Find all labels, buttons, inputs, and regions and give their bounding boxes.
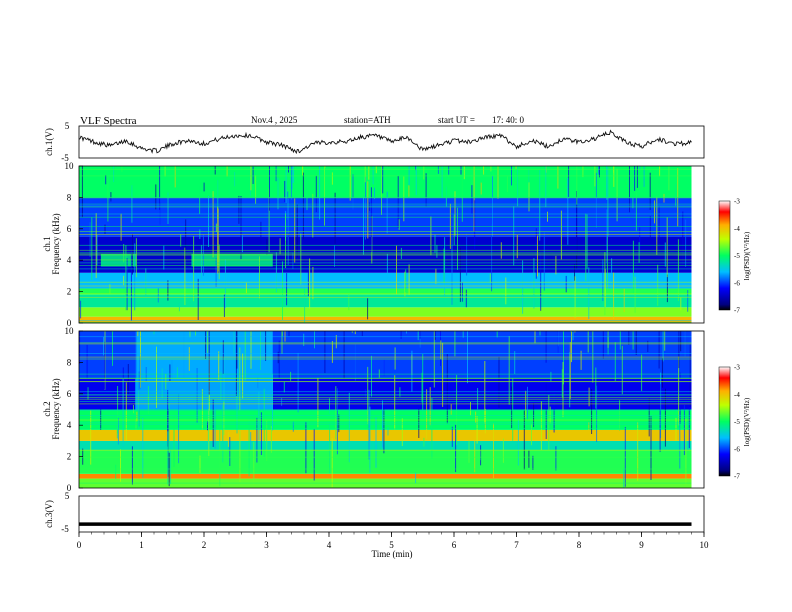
- ch3-ylabel: ch.3(V): [44, 500, 54, 528]
- ch2-frequency-label: Frequency (kHz): [51, 378, 61, 439]
- ytick-label: 0: [67, 318, 72, 328]
- spectrum-band: [79, 450, 692, 474]
- ch2-colorbar: -3 -4 -5 -6 -7 log(PSD)(V²/Hz): [718, 364, 751, 481]
- ch1-spectrogram-image: [79, 166, 704, 324]
- ch1-ytick-bottom: -5: [61, 153, 69, 163]
- spectrum-band: [79, 288, 692, 295]
- ch1-colorbar-gradient: [718, 200, 731, 311]
- spectrum-band: [79, 440, 692, 451]
- ch1-colorbar-label: log(PSD)(V²/Hz): [743, 231, 751, 280]
- ytick-label: 8: [67, 192, 72, 202]
- colorbar-tick-label: -7: [734, 473, 740, 481]
- ch2-colorbar-label: log(PSD)(V²/Hz): [743, 397, 751, 446]
- ch3-waveform-panel: 5 -5 ch.3(V): [44, 491, 705, 534]
- xtick-label: 6: [452, 540, 457, 550]
- spectrum-band: [79, 166, 692, 198]
- colorbar-tick-label: -6: [734, 279, 740, 287]
- colorbar-tick-label: -3: [734, 198, 740, 206]
- ch1-yticks: 0 2 4 6 8 10: [65, 161, 83, 328]
- xtick-label: 4: [327, 540, 332, 550]
- spectrum-band: [79, 272, 692, 289]
- colorbar-tick-label: -3: [734, 364, 740, 372]
- ytick-label: 8: [67, 357, 72, 367]
- date-label: Nov.4 , 2025: [251, 115, 298, 125]
- ch2-colorbar-gradient: [718, 366, 731, 477]
- ytick-label: 2: [67, 452, 72, 462]
- xtick-label: 2: [202, 540, 207, 550]
- ch2-colorbar-ticks: -3 -4 -5 -6 -7: [734, 364, 740, 481]
- ch3-waveform-frame: [78, 495, 705, 533]
- xtick-label: 1: [139, 540, 144, 550]
- xaxis-label: Time (min): [372, 549, 413, 559]
- ch2-yticks: 0 2 4 6 8 10: [65, 326, 83, 493]
- ch1-colorbar: -3 -4 -5 -6 -7 log(PSD)(V²/Hz): [718, 198, 751, 315]
- start-ut-label: start UT =: [438, 115, 475, 125]
- ch1-channel-label: ch.1: [42, 236, 52, 251]
- ytick-label: 10: [65, 326, 75, 336]
- xtick-label: 9: [639, 540, 644, 550]
- ytick-label: 2: [67, 287, 72, 297]
- xtick-label: 10: [700, 540, 710, 550]
- ytick-label: 4: [67, 420, 72, 430]
- ytick-label: 4: [67, 255, 72, 265]
- ch3-ytick-bottom: -5: [61, 524, 69, 534]
- colorbar-tick-label: -7: [734, 307, 740, 315]
- ch1-frequency-label: Frequency (kHz): [51, 213, 61, 274]
- ch3-ytick-top: 5: [65, 491, 70, 501]
- spectrum-band: [79, 294, 692, 308]
- ch1-ytick-top: 5: [65, 121, 70, 131]
- ch1-colorbar-ticks: -3 -4 -5 -6 -7: [734, 198, 740, 315]
- ch2-spectrogram-frame: [78, 330, 705, 489]
- ch1-spectrogram-panel: ch.1 Frequency (kHz) 0 2 4 6 8 10: [42, 161, 705, 328]
- xtick-label: 0: [77, 540, 82, 550]
- xtick-label: 8: [577, 540, 582, 550]
- ch1-waveform-series: [78, 129, 692, 155]
- ch1-spectrogram-frame: [78, 165, 705, 324]
- xtick-label: 7: [514, 540, 519, 550]
- colorbar-tick-label: -6: [734, 445, 740, 453]
- spectrum-band: [79, 429, 692, 441]
- colorbar-tick-label: -5: [734, 252, 740, 260]
- figure-title: VLF Spectra: [80, 115, 137, 127]
- spectrum-band: [79, 473, 692, 479]
- ytick-label: 6: [67, 224, 72, 234]
- colorbar-tick-label: -4: [734, 391, 740, 399]
- colorbar-tick-label: -4: [734, 225, 740, 233]
- xtick-label: 5: [389, 540, 394, 550]
- ch2-channel-label: ch.2: [42, 401, 52, 416]
- ytick-label: 0: [67, 483, 72, 493]
- start-ut-value: 17: 40: 0: [492, 115, 525, 125]
- ch2-spectrogram-panel: ch.2 Frequency (kHz) 0 2 4 6 8 10: [42, 326, 705, 493]
- ch1-ylabel: ch.1(V): [44, 128, 54, 156]
- spectrum-band: [79, 307, 692, 317]
- ytick-label: 6: [67, 389, 72, 399]
- ch2-spectrogram-image: [79, 331, 704, 488]
- spectrum-band: [79, 316, 692, 323]
- time-axis: 0 1 2 3 4 5 6 7 8 9 10: [77, 532, 709, 550]
- ytick-label: 10: [65, 161, 75, 171]
- station-label: station=ATH: [344, 115, 391, 125]
- xtick-label: 3: [264, 540, 269, 550]
- colorbar-tick-label: -5: [734, 418, 740, 426]
- ch1-waveform-panel: 5 -5 ch.1(V): [44, 121, 705, 163]
